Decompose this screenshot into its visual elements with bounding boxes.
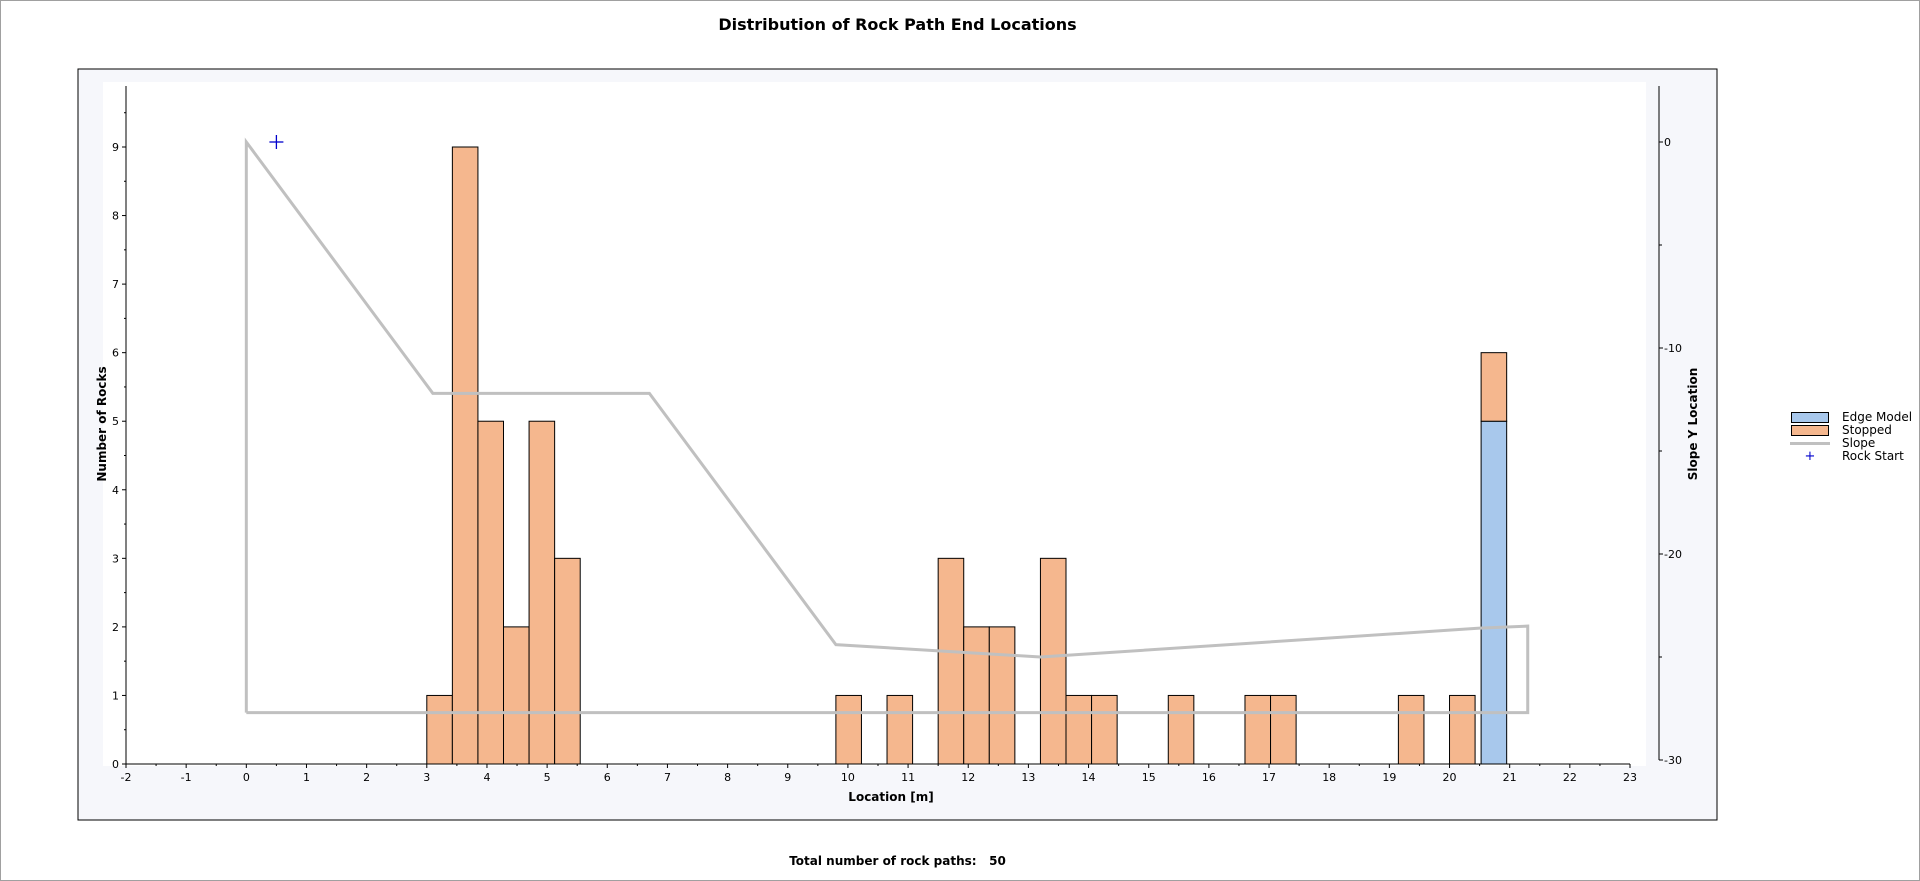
legend-swatch-stopped <box>1790 425 1830 437</box>
bar-stopped <box>503 626 530 765</box>
x-tick-label: 0 <box>243 771 250 784</box>
x-tick-label: 10 <box>841 771 855 784</box>
x-tick-label: -2 <box>121 771 132 784</box>
y-tick-label: 3 <box>112 552 119 565</box>
legend-item-edge-model: Edge Model <box>1790 411 1912 424</box>
axes-group: -2 -1 0 1 2 3 4 5 6 7 8 9 10 11 12 13 14 15 16 17 18 19 20 21 22… <box>112 86 1682 784</box>
x-tick-label: 19 <box>1382 771 1396 784</box>
bar-stopped <box>988 626 1016 765</box>
legend-label: Slope <box>1842 436 1876 450</box>
y2-tick-label: -20 <box>1664 548 1682 561</box>
bars-group <box>426 146 1508 765</box>
slope-line <box>244 137 1530 715</box>
x-tick-label: 3 <box>423 771 430 784</box>
legend-label: Rock Start <box>1842 449 1904 463</box>
y-tick-label: 4 <box>112 484 119 497</box>
bar-stopped <box>554 557 581 765</box>
bar-stopped <box>1065 694 1093 765</box>
y2-tick-label: -30 <box>1664 754 1682 767</box>
legend-item-stopped: Stopped <box>1790 424 1912 437</box>
bar-stopped <box>451 146 479 765</box>
bar-stopped <box>1397 694 1425 765</box>
bar-stopped <box>1270 694 1297 765</box>
bar-stopped <box>886 694 914 765</box>
bar-stopped <box>1244 694 1272 765</box>
x-tick-label: 17 <box>1262 771 1276 784</box>
chart-title: Distribution of Rock Path End Locations <box>718 15 1077 34</box>
y-tick-label: 0 <box>112 758 119 771</box>
y2-tick-label: 0 <box>1664 136 1671 149</box>
x-tick-label: 5 <box>544 771 551 784</box>
x-tick-label: 2 <box>363 771 370 784</box>
y-tick-label: 6 <box>112 347 119 360</box>
total-value: 50 <box>989 854 1006 868</box>
bar-stopped <box>835 694 862 765</box>
x-tick-label: 13 <box>1021 771 1035 784</box>
bar-stopped <box>1091 694 1118 765</box>
plot-inner <box>103 82 1646 766</box>
y-tick-label: 2 <box>112 621 119 634</box>
x-tick-label: 4 <box>483 771 490 784</box>
x-axis-label: Location [m] <box>848 790 933 804</box>
x-tick-label: 21 <box>1503 771 1517 784</box>
bar-stopped <box>963 626 990 765</box>
legend-swatch-edge-model <box>1790 412 1830 424</box>
x-tick-label: 20 <box>1443 771 1457 784</box>
x-tick-label: 11 <box>901 771 915 784</box>
x-tick-label: 23 <box>1623 771 1637 784</box>
bar-stopped <box>1449 694 1476 765</box>
y2-tick-label: -10 <box>1664 342 1682 355</box>
x-tick-label: 14 <box>1082 771 1096 784</box>
legend-label: Edge Model <box>1842 410 1913 424</box>
x-tick-label: 12 <box>961 771 975 784</box>
y-tick-label: 8 <box>112 210 119 223</box>
x-tick-label: 9 <box>784 771 791 784</box>
bar-stopped <box>1480 352 1508 422</box>
legend-item-rock-start: + Rock Start <box>1790 450 1912 463</box>
plus-icon: + <box>1804 448 1816 464</box>
x-tick-label: -1 <box>181 771 192 784</box>
x-tick-label: 16 <box>1202 771 1216 784</box>
bar-stopped <box>1039 557 1067 765</box>
x-tick-label: 6 <box>604 771 611 784</box>
legend-swatch-slope <box>1790 438 1830 450</box>
legend-item-slope: Slope <box>1790 437 1912 450</box>
y2-axis-label: Slope Y Location <box>1686 368 1700 481</box>
x-tick-label: 1 <box>303 771 310 784</box>
x-tick-label: 22 <box>1563 771 1577 784</box>
bar-stopped <box>937 557 965 765</box>
x-tick-label: 18 <box>1322 771 1336 784</box>
rock-start-group <box>269 135 284 149</box>
footer-summary: Total number of rock paths: 50 <box>0 854 1795 868</box>
x-tick-label: 7 <box>664 771 671 784</box>
y-axis-label: Number of Rocks <box>95 366 109 481</box>
y-tick-label: 5 <box>112 415 119 428</box>
legend: Edge Model Stopped Slope + Rock Start <box>1790 411 1912 463</box>
x-tick-label: 8 <box>724 771 731 784</box>
bar-stopped <box>426 694 453 765</box>
x-tick-label: 15 <box>1142 771 1156 784</box>
total-label: Total number of rock paths: <box>789 854 977 868</box>
y-tick-label: 1 <box>112 689 119 702</box>
rock-start-marker <box>269 135 284 149</box>
bar-stopped <box>1167 694 1195 765</box>
slope-group <box>244 137 1530 715</box>
y-tick-label: 7 <box>112 278 119 291</box>
legend-label: Stopped <box>1842 423 1892 437</box>
legend-swatch-rock-start: + <box>1790 448 1830 464</box>
y-tick-label: 9 <box>112 141 119 154</box>
